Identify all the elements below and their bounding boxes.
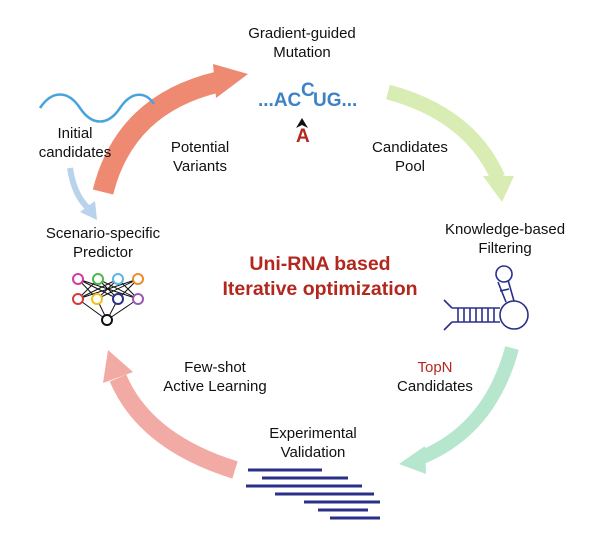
validation-bars-icon [246,468,380,520]
center-title-line2: Iterative optimization [222,278,418,300]
mutation-node-label: Gradient-guided Mutation [227,24,377,62]
center-title: Uni-RNA based Iterative optimization [190,252,450,302]
variants-label-line2: Variants [173,158,227,175]
pool-label-line2: Pool [394,158,426,175]
validation-label-line1: Experimental [269,425,357,442]
pool-label-line1: Candidates [372,139,448,156]
wave-icon [38,93,156,123]
sequence-suffix: UG... [313,90,358,111]
filtering-node-label: Knowledge-based Filtering [430,220,580,258]
validation-label-line2: Validation [280,444,346,461]
initial-candidates-label: Initial candidates [30,124,120,162]
arrow-active-learning [103,350,238,479]
filtering-label-line2: Filtering [478,240,532,257]
sequence-prefix: ...AC [258,90,302,111]
center-title-line1: Uni-RNA based [249,253,391,275]
arrow-potential-variants [92,64,248,195]
active-learning-label: Few-shot Active Learning [150,358,280,396]
predictor-label-line1: Scenario-specific [45,225,161,242]
initial-label-line2: candidates [38,144,112,161]
learning-label-line1: Few-shot [184,359,246,376]
arrow-initial [67,167,97,220]
arrow-candidates-pool [386,84,514,202]
learning-label-line2: Active Learning [163,378,267,395]
variants-label-line1: Potential [170,139,230,156]
predictor-label-line2: Predictor [72,244,134,261]
sequence-mutant: A [296,126,310,147]
initial-label-line1: Initial [57,125,93,142]
mutation-label-line1: Gradient-guided [248,25,356,42]
topn-label-line2: Candidates [397,378,473,395]
validation-node-label: Experimental Validation [248,424,378,462]
potential-variants-label: Potential Variants [150,138,250,176]
candidates-pool-label: Candidates Pool [360,138,460,176]
mutation-caret-icon [296,118,308,128]
arrow-topn-candidates [399,346,519,474]
sequence-inserted: C [301,80,315,101]
topn-candidates-label: TopN Candidates [380,358,490,396]
topn-highlight: TopN [417,359,453,376]
predictor-node-label: Scenario-specific Predictor [28,224,178,262]
rna-structure-icon [443,265,529,331]
filtering-label-line1: Knowledge-based [444,221,566,238]
neural-network-icon [72,273,144,326]
mutation-label-line2: Mutation [273,44,331,61]
